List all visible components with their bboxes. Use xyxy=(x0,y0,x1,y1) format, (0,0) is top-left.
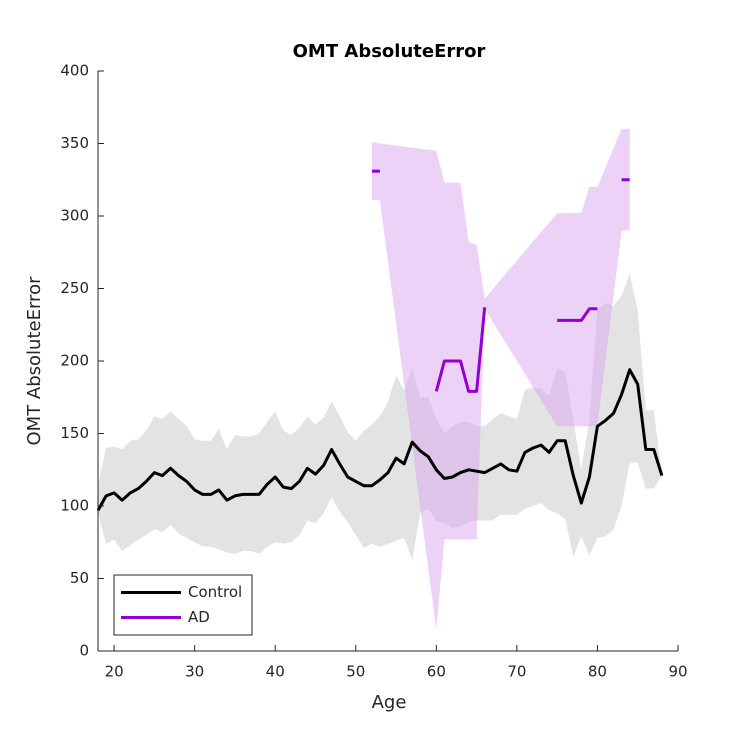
x-tick-label: 40 xyxy=(266,663,285,681)
series-line xyxy=(96,368,664,512)
y-tick-label: 250 xyxy=(60,279,89,297)
y-tick-label: 300 xyxy=(60,207,89,225)
x-axis-label: Age xyxy=(372,692,407,713)
confidence-band xyxy=(371,129,630,630)
x-tick-label: 30 xyxy=(185,663,204,681)
legend-box xyxy=(113,574,253,636)
chart-title: OMT AbsoluteError xyxy=(293,41,486,62)
y-tick-label: 350 xyxy=(60,134,89,152)
x-tick-label: 80 xyxy=(588,663,607,681)
x-tick-label: 90 xyxy=(668,663,687,681)
legend-label: Control xyxy=(188,583,242,601)
confidence-band xyxy=(98,274,662,560)
y-tick-label: 100 xyxy=(60,497,89,515)
x-tick-label: 60 xyxy=(427,663,446,681)
y-tick-label: 50 xyxy=(70,569,89,587)
y-tick-label: 0 xyxy=(79,642,89,660)
x-tick-label: 50 xyxy=(346,663,365,681)
x-tick-label: 70 xyxy=(507,663,526,681)
series-line xyxy=(371,169,630,393)
legend-label: AD xyxy=(188,608,210,626)
y-tick-label: 400 xyxy=(60,62,89,80)
y-tick-label: 150 xyxy=(60,424,89,442)
y-tick-label: 200 xyxy=(60,352,89,370)
y-axis-label: OMT AbsoluteError xyxy=(24,276,45,446)
x-tick-label: 20 xyxy=(105,663,124,681)
